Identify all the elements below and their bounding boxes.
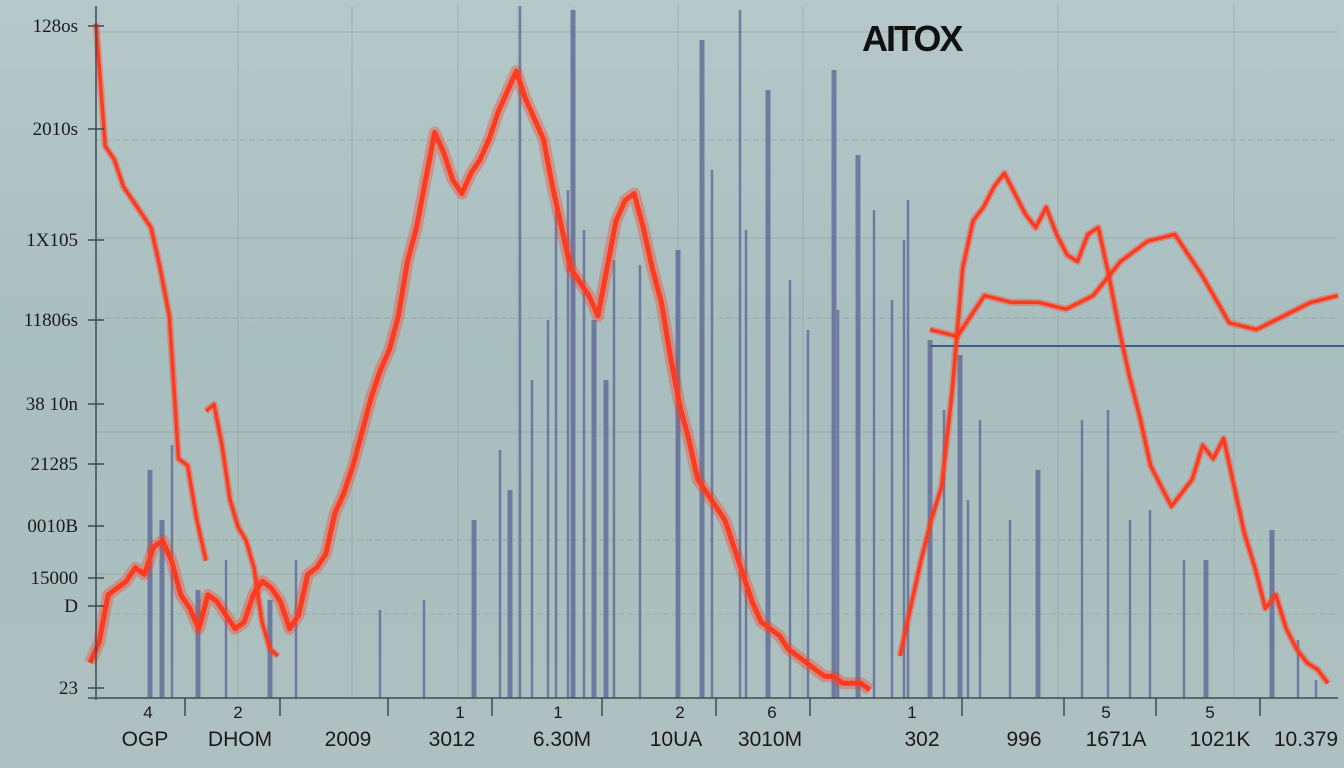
y-tick-label: 38 10n bbox=[26, 394, 79, 415]
y-ticks: 128os 2010s 1X105 11806s 38 10n 21285 0010B 150… bbox=[24, 16, 104, 699]
y-tick-label: 23 bbox=[59, 678, 78, 699]
x-tick-number: 2 bbox=[675, 703, 684, 722]
x-tick-label: 3010M bbox=[738, 728, 802, 751]
axes bbox=[88, 6, 1338, 700]
x-tick-label: 1671A bbox=[1086, 728, 1147, 751]
series-lines bbox=[84, 23, 1339, 695]
x-tick-label: OGP bbox=[122, 728, 169, 751]
brand-logo-text: AITOX bbox=[862, 18, 963, 59]
x-tick-number: 1 bbox=[907, 703, 916, 722]
y-tick-label: 1X105 bbox=[26, 230, 78, 251]
y-tick-label: 128os bbox=[33, 16, 78, 37]
x-tick-number: 6 bbox=[767, 703, 776, 722]
x-tick-number: 5 bbox=[1205, 703, 1214, 722]
x-tick-number: 4 bbox=[143, 703, 152, 722]
y-tick-label: 11806s bbox=[24, 310, 78, 331]
x-tick-number: 5 bbox=[1101, 703, 1110, 722]
x-tick-number: 1 bbox=[455, 703, 464, 722]
x-tick-label: 1021K bbox=[1190, 728, 1251, 751]
series-line bbox=[94, 23, 208, 562]
x-tick-label: 10UA bbox=[650, 728, 703, 751]
x-tick-label: 302 bbox=[904, 728, 939, 751]
series-line bbox=[898, 171, 1330, 685]
x-tick-label: 10.379 bbox=[1274, 728, 1338, 751]
series-line bbox=[204, 402, 280, 658]
x-tick-number: 2 bbox=[233, 703, 242, 722]
x-tick-number: 1 bbox=[553, 703, 562, 722]
x-ticks: OGP DHOM 2009 3012 6.30M 10UA 3010M 302 996 1671A… bbox=[122, 698, 1338, 751]
x-tick-label: 6.30M bbox=[533, 728, 591, 751]
series-line bbox=[929, 232, 1339, 339]
y-tick-label: 21285 bbox=[31, 454, 79, 475]
y-tick-label: 0010B bbox=[27, 516, 78, 537]
x-tick-label: 996 bbox=[1006, 728, 1041, 751]
x-tick-label: DHOM bbox=[208, 728, 272, 751]
y-tick-label: D bbox=[64, 596, 78, 617]
y-tick-label: 15000 bbox=[31, 568, 79, 589]
y-tick-label: 2010s bbox=[33, 119, 78, 140]
series-line bbox=[87, 68, 872, 693]
x-tick-label: 2009 bbox=[325, 728, 372, 751]
x-tick-label: 3012 bbox=[429, 728, 476, 751]
spike-bars bbox=[147, 6, 1344, 698]
